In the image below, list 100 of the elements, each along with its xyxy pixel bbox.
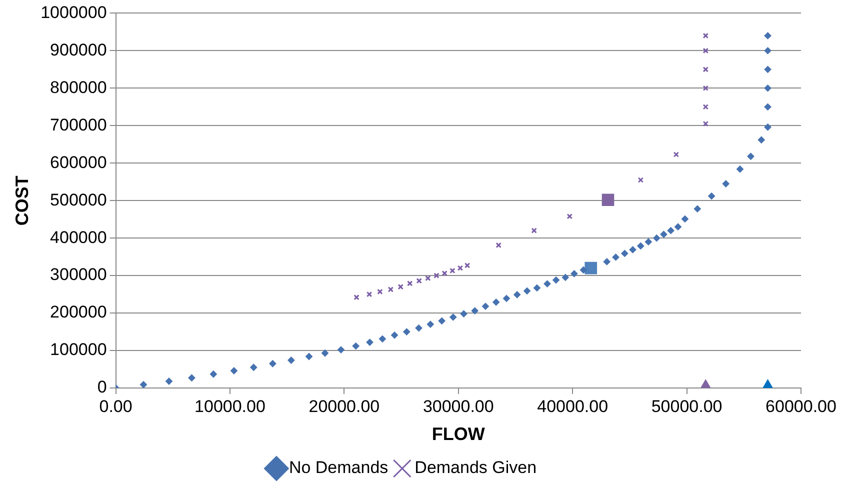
- point: [702, 48, 709, 54]
- point: [403, 328, 410, 336]
- point: [250, 364, 258, 371]
- y-tick-label: 300000: [50, 265, 107, 284]
- point: [629, 246, 636, 254]
- point: [667, 227, 674, 234]
- point: [514, 291, 521, 298]
- point: [552, 276, 560, 284]
- point: [288, 356, 295, 364]
- point: [764, 124, 772, 131]
- point: [496, 242, 502, 248]
- point: [533, 284, 540, 292]
- point: [584, 262, 598, 274]
- point: [708, 192, 716, 200]
- legend-label: Demands Given: [414, 458, 537, 478]
- point: [674, 223, 682, 230]
- point: [460, 310, 468, 318]
- point: [673, 152, 680, 158]
- point: [230, 367, 238, 374]
- point: [702, 120, 709, 127]
- x-tick-label: 60000.00: [766, 396, 836, 416]
- point: [702, 32, 709, 39]
- point: [603, 258, 610, 266]
- point: [337, 346, 344, 354]
- point: [269, 360, 276, 368]
- x-tick-label: 50000.00: [651, 396, 722, 416]
- point: [426, 320, 434, 328]
- point: [366, 338, 374, 346]
- point: [438, 317, 446, 324]
- point: [457, 265, 464, 271]
- point: [391, 332, 398, 339]
- point: [694, 205, 701, 212]
- x-tick-label: 40000.00: [537, 396, 608, 416]
- x-tick-label: 30000.00: [422, 396, 494, 416]
- point: [570, 270, 578, 278]
- point: [562, 274, 569, 281]
- point: [637, 242, 644, 250]
- y-tick-label: 800000: [50, 78, 107, 97]
- point: [702, 85, 709, 92]
- x-tick-label: 20000.00: [308, 396, 380, 416]
- point: [377, 288, 383, 295]
- point: [398, 284, 404, 290]
- point: [482, 302, 489, 310]
- point: [425, 275, 431, 282]
- legend-label: No Demands: [288, 458, 388, 478]
- point: [612, 254, 620, 261]
- x-axis-title: FLOW: [432, 424, 485, 444]
- point: [415, 324, 422, 332]
- point: [722, 180, 730, 188]
- point: [388, 286, 394, 292]
- point: [166, 378, 172, 385]
- y-tick-label: 100000: [50, 340, 107, 360]
- point: [602, 194, 614, 206]
- y-tick-label: 700000: [50, 115, 107, 134]
- point: [434, 272, 440, 278]
- point: [322, 350, 328, 357]
- point: [524, 287, 531, 294]
- y-tick-label: 600000: [50, 152, 107, 172]
- y-tick-label: 900000: [50, 40, 107, 60]
- point: [450, 314, 457, 321]
- point: [621, 250, 628, 257]
- y-tick-label: 1000000: [40, 2, 107, 22]
- point: [464, 262, 470, 268]
- point: [644, 238, 652, 246]
- point: [366, 291, 372, 298]
- y-tick-label: 0: [97, 378, 107, 397]
- point: [702, 66, 709, 72]
- point: [502, 294, 510, 302]
- point: [406, 280, 413, 286]
- point: [660, 230, 668, 238]
- point: [492, 298, 500, 306]
- point: [638, 177, 644, 183]
- point: [681, 215, 688, 222]
- x-tick-label: 10000.00: [194, 396, 266, 416]
- point: [566, 213, 572, 220]
- point: [354, 294, 360, 300]
- point: [352, 342, 360, 350]
- point: [450, 268, 456, 274]
- y-axis-title: COST: [12, 176, 32, 226]
- point: [140, 381, 147, 388]
- y-tick-label: 500000: [50, 190, 107, 210]
- point: [653, 234, 660, 242]
- point: [764, 103, 772, 110]
- y-tick-label: 200000: [50, 302, 107, 322]
- point: [764, 66, 772, 73]
- point: [736, 166, 744, 173]
- point: [378, 335, 386, 342]
- point: [544, 280, 551, 288]
- point: [531, 228, 537, 234]
- point: [764, 84, 772, 92]
- point: [416, 278, 422, 284]
- point: [758, 136, 765, 144]
- point: [702, 104, 709, 110]
- point: [764, 47, 772, 54]
- point: [747, 152, 754, 160]
- point: [764, 32, 772, 40]
- x-tick-label: 0.00: [99, 396, 132, 416]
- y-tick-label: 400000: [50, 228, 107, 247]
- point: [210, 370, 217, 378]
- point: [580, 266, 587, 274]
